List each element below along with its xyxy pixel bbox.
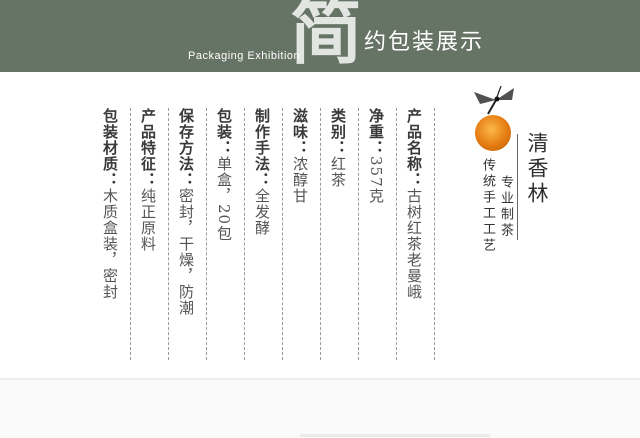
spec-column-taste: 滋味：浓醇甘 <box>284 108 321 360</box>
logo-divider <box>517 134 518 240</box>
spec-value: 357克 <box>367 156 385 204</box>
spec-value: 浓醇甘 <box>291 156 309 204</box>
spec-value: 单盒，20包 <box>215 156 233 242</box>
sun-logo-icon <box>475 115 511 151</box>
spec-value: 木质盒装，密封 <box>101 188 119 300</box>
spec-column-packaging: 包装：单盒，20包 <box>208 108 245 360</box>
spec-label: 滋味： <box>291 108 309 156</box>
spec-column-features: 产品特征：纯正原料 <box>132 108 169 360</box>
spec-column-weight: 净重：357克 <box>360 108 397 360</box>
spec-label: 净重： <box>367 108 385 156</box>
header-title: 约包装展示 <box>364 30 485 55</box>
spec-label: 制作手法： <box>253 108 271 188</box>
header-big-char: 简 <box>290 0 363 74</box>
spec-value: 纯正原料 <box>139 188 157 252</box>
spec-label: 产品名称： <box>405 108 423 188</box>
header-english-title: Packaging Exhibition <box>188 50 301 62</box>
spec-column-category: 类别：红茶 <box>322 108 359 360</box>
spec-column-method: 制作手法：全发酵 <box>246 108 283 360</box>
brand-name: 清香林 <box>525 132 549 207</box>
spec-value: 密封，干燥，防潮 <box>177 188 195 316</box>
spec-label: 类别： <box>329 108 347 156</box>
spec-label: 保存方法： <box>177 108 195 188</box>
bottom-area <box>0 380 640 438</box>
spec-label: 包装： <box>215 108 233 156</box>
header-banner: 简 约包装展示 Packaging Exhibition <box>0 0 640 72</box>
spec-column-storage: 保存方法：密封，干燥，防潮 <box>170 108 207 360</box>
spec-value: 全发酵 <box>253 188 271 236</box>
spec-column-product-name: 产品名称：古树红茶老曼峨 <box>398 108 435 360</box>
brand-slogan-1: 专业制茶 <box>498 175 513 239</box>
bottom-divider <box>300 434 490 437</box>
spec-label: 包装材质： <box>101 108 119 188</box>
spec-label: 产品特征： <box>139 108 157 188</box>
spec-column-material: 包装材质：木质盒装，密封 <box>94 108 131 360</box>
brand-slogan-2: 传统手工工艺 <box>480 158 495 254</box>
dragonfly-icon <box>474 86 514 115</box>
spec-value: 红茶 <box>329 156 347 188</box>
spec-value: 古树红茶老曼峨 <box>405 188 423 300</box>
